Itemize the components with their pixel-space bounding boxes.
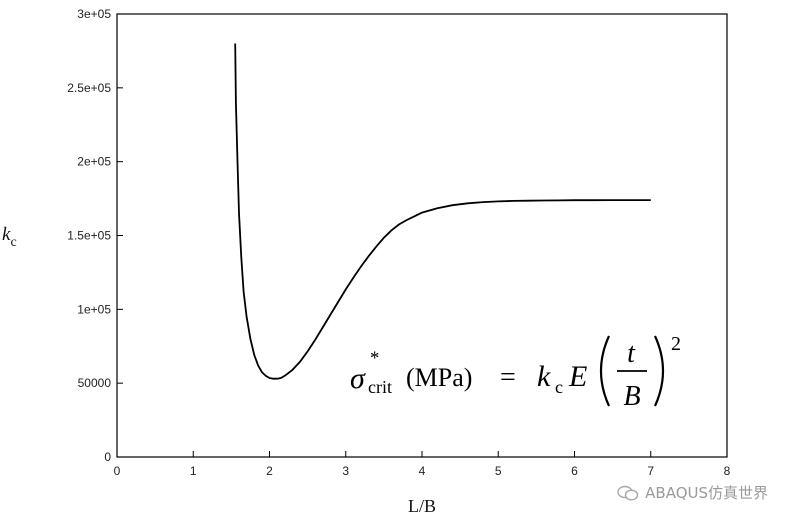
eq-numerator: t xyxy=(627,338,636,369)
eq-E: E xyxy=(568,360,587,393)
x-tick-label: 8 xyxy=(724,464,731,478)
y-tick-label: 0 xyxy=(104,450,111,464)
y-tick-label: 2e+05 xyxy=(77,155,111,169)
eq-k: k xyxy=(537,360,551,393)
y-tick-label: 50000 xyxy=(78,376,112,390)
wechat-icon xyxy=(617,485,639,501)
eq-exponent: 2 xyxy=(671,333,681,355)
eq-k-sub: c xyxy=(555,377,563,397)
watermark-text: ABAQUS仿真世界 xyxy=(645,484,768,502)
eq-denominator: B xyxy=(623,381,640,412)
x-tick-label: 2 xyxy=(266,464,273,478)
x-tick-label: 3 xyxy=(342,464,349,478)
y-axis-title: kc xyxy=(2,224,17,250)
x-tick-label: 7 xyxy=(647,464,654,478)
y-axis-title-main: k xyxy=(2,224,11,245)
y-axis-title-sub: c xyxy=(10,235,16,250)
x-tick-label: 0 xyxy=(114,464,121,478)
eq-left-paren xyxy=(599,335,611,407)
x-tick-label: 4 xyxy=(419,464,426,478)
y-tick-label: 1e+05 xyxy=(77,302,111,316)
y-tick-label: 2.5e+05 xyxy=(67,81,111,95)
x-axis-title: L/B xyxy=(408,496,436,516)
x-tick-label: 1 xyxy=(190,464,197,478)
y-axis: 0 50000 1e+05 1.5e+05 2e+05 2.5e+05 3e+05 xyxy=(67,7,123,464)
series-line xyxy=(234,43,651,380)
eq-star: * xyxy=(369,348,379,369)
x-tick-label: 6 xyxy=(571,464,578,478)
eq-unit: (MPa) xyxy=(406,363,472,392)
y-tick-label: 3e+05 xyxy=(77,7,111,21)
eq-sigma: σ xyxy=(350,362,366,395)
watermark: ABAQUS仿真世界 xyxy=(617,482,768,503)
y-tick-label: 1.5e+05 xyxy=(67,229,111,243)
x-tick-label: 5 xyxy=(495,464,502,478)
equation-annotation: σ * crit (MPa) = k c E t B 2 xyxy=(350,333,681,412)
x-axis: 0 1 2 3 4 5 6 7 8 xyxy=(114,451,731,478)
eq-crit: crit xyxy=(368,377,392,397)
eq-equals: = xyxy=(500,362,516,393)
eq-right-paren xyxy=(653,335,665,407)
